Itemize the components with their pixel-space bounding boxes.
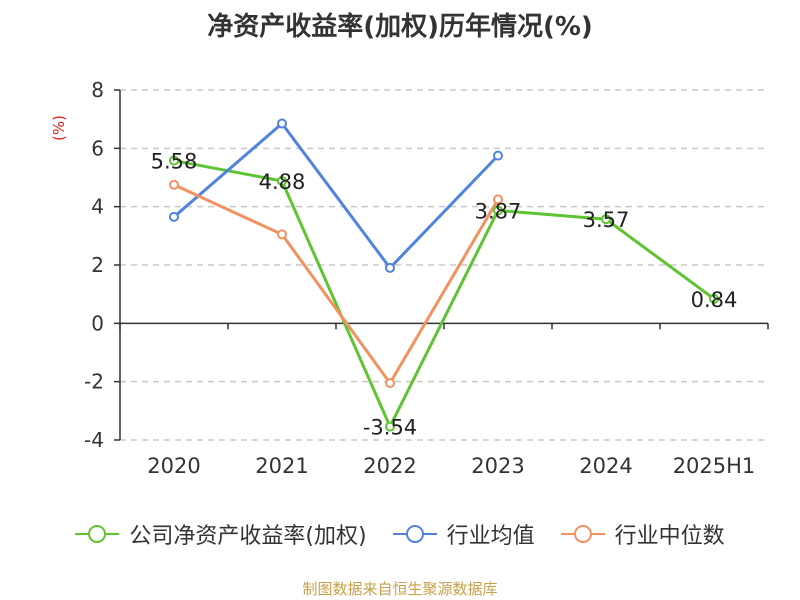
- data-point: [169, 211, 179, 222]
- chart-title: 净资产收益率(加权)历年情况(%): [207, 12, 593, 42]
- legend-label: 行业中位数: [614, 524, 725, 549]
- x-tick-label: 2022: [363, 454, 416, 478]
- data-point: [385, 262, 395, 273]
- legend-item-company-roe[interactable]: 公司净资产收益率(加权): [75, 518, 367, 550]
- y-tick-label: -4: [84, 428, 104, 452]
- data-point: [493, 194, 503, 205]
- data-point: [493, 150, 503, 161]
- legend-item-industry-mean[interactable]: 行业均值: [392, 518, 535, 550]
- series-line-2: [173, 183, 500, 385]
- x-tick-label: 2024: [579, 454, 632, 478]
- data-point: [277, 176, 287, 186]
- y-tick-label: 2: [91, 253, 104, 277]
- data-label: 0.84: [691, 288, 738, 312]
- x-tick-label: 2020: [147, 454, 200, 478]
- data-point: [709, 293, 719, 304]
- legend-label: 公司净资产收益率(加权): [129, 524, 367, 549]
- y-tick-label: 6: [91, 136, 104, 160]
- series-line-1: [173, 122, 500, 270]
- data-point: [385, 421, 395, 432]
- chart-legend: 公司净资产收益率(加权) 行业均值 行业中位数: [0, 518, 800, 550]
- legend-label: 行业均值: [446, 524, 535, 549]
- data-label: 3.57: [583, 208, 630, 232]
- legend-item-industry-median[interactable]: 行业中位数: [560, 518, 725, 550]
- data-point: [601, 214, 611, 225]
- x-tick-label: 2023: [471, 454, 524, 478]
- legend-marker-industry-median: [560, 524, 605, 544]
- data-point: [493, 205, 503, 216]
- data-point: [277, 229, 287, 240]
- y-tick-label: -2: [84, 370, 104, 394]
- x-tick-label: 2021: [255, 454, 308, 478]
- data-source-note: 制图数据来自恒生聚源数据库: [302, 580, 498, 598]
- y-tick-label: 4: [91, 195, 104, 219]
- data-point: [385, 378, 395, 389]
- data-label: 5.58: [151, 150, 198, 174]
- data-point: [169, 179, 179, 190]
- y-tick-label: 8: [91, 78, 104, 102]
- series-line-0: [173, 159, 715, 429]
- legend-marker-company-roe: [75, 524, 120, 544]
- data-point: [277, 118, 287, 129]
- legend-marker-industry-mean: [392, 524, 437, 544]
- data-label: 3.87: [475, 199, 522, 223]
- data-label: -3.54: [363, 416, 417, 440]
- data-point: [169, 155, 179, 166]
- y-axis-label: (%): [50, 115, 68, 141]
- y-tick-label: 0: [91, 311, 104, 335]
- data-label: 4.88: [259, 170, 306, 194]
- x-tick-label: 2025H1: [673, 454, 756, 478]
